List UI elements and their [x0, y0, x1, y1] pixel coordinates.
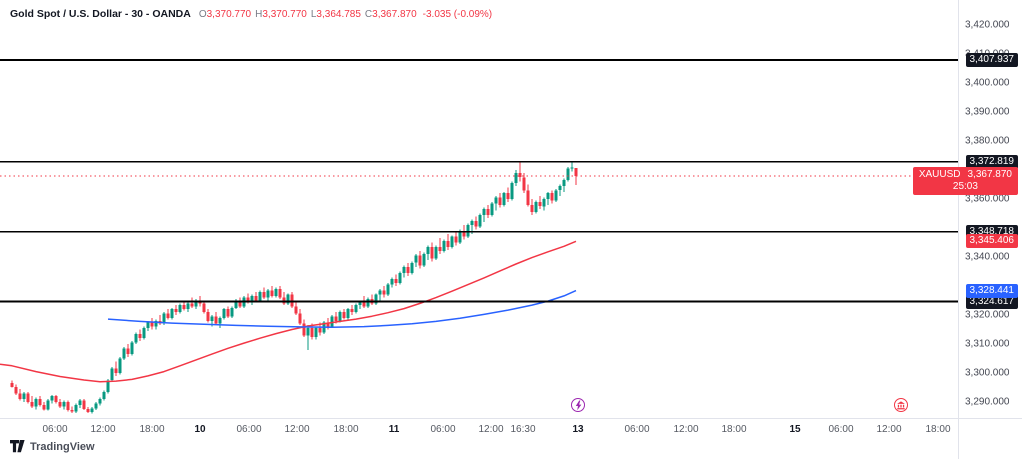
time-axis-label: 06:00	[828, 424, 854, 435]
change-value: -3.035 (-0.09%)	[422, 9, 493, 20]
economic-event-icon[interactable]	[894, 398, 908, 412]
price-axis-label: 3,290.000	[965, 396, 1010, 408]
price-axis-label: 3,420.000	[965, 19, 1010, 31]
price-level-tag: 3,372.819	[965, 154, 1018, 169]
price-axis-label: 3,380.000	[965, 135, 1010, 147]
time-axis-label: 18:00	[333, 424, 359, 435]
ma-line-red[interactable]	[0, 240, 577, 383]
time-axis-label: 16:30	[510, 424, 536, 435]
price-axis-label: 3,320.000	[965, 309, 1010, 321]
price-axis-label: 3,310.000	[965, 338, 1010, 350]
time-axis-label: 06:00	[430, 424, 456, 435]
tradingview-logomark-icon	[10, 440, 25, 453]
time-axis-label: 06:00	[236, 424, 262, 435]
price-axis-label: 3,340.000	[965, 251, 1010, 263]
time-axis-label: 18:00	[721, 424, 747, 435]
price-axis-label: 3,300.000	[965, 367, 1010, 379]
price-level-tag: 3,324.617	[965, 294, 1018, 309]
time-axis-label: 06:00	[624, 424, 650, 435]
current-price-symbol: XAUUSD	[918, 169, 961, 181]
time-axis-label: 13	[572, 424, 584, 435]
close-label: C	[364, 9, 373, 20]
time-axis-label: 15	[789, 424, 801, 435]
candlestick-series[interactable]	[10, 161, 578, 414]
ohlc-values: O3,370.770 H3,370.770 L3,364.785 C3,367.870…	[199, 9, 492, 20]
ma-value-tag: 3,328.441	[965, 283, 1018, 298]
ma-value-tag: 3,345.406	[965, 234, 1018, 249]
time-axis-label: 06:00	[42, 424, 68, 435]
close-value: 3,367.870	[372, 9, 417, 20]
price-axis-label: 3,390.000	[965, 106, 1010, 118]
low-label: L	[310, 9, 317, 20]
open-label: O	[198, 9, 207, 20]
price-level-tag: 3,407.937	[965, 52, 1018, 67]
lightning-bolt-icon	[575, 400, 581, 410]
tradingview-logo[interactable]: TradingView	[10, 440, 95, 453]
bank-icon	[897, 401, 905, 410]
low-value: 3,364.785	[316, 9, 361, 20]
time-axis-label: 18:00	[925, 424, 951, 435]
time-axis-label: 18:00	[139, 424, 165, 435]
high-label: H	[255, 9, 263, 20]
time-axis-label: 11	[388, 424, 400, 435]
chart-header: Gold Spot / U.S. Dollar - 30 - OANDA O3,3…	[10, 8, 492, 20]
tradingview-brand-text: TradingView	[30, 440, 95, 453]
price-axis-label: 3,360.000	[965, 193, 1010, 205]
time-axis-label: 12:00	[673, 424, 699, 435]
time-axis-label: 12:00	[478, 424, 504, 435]
high-value: 3,370.770	[262, 9, 307, 20]
time-axis-label: 12:00	[284, 424, 310, 435]
time-axis-label: 10	[194, 424, 206, 435]
time-axis-label: 12:00	[90, 424, 116, 435]
lightning-event-icon[interactable]	[571, 398, 585, 412]
price-axis-label: 3,400.000	[965, 77, 1010, 89]
time-axis-label: 12:00	[876, 424, 902, 435]
current-price-value: 3,367.870	[967, 169, 1013, 181]
current-price-tag: XAUUSD 3,367.870 25:03	[912, 167, 1018, 196]
bar-countdown: 25:03	[952, 181, 978, 193]
symbol-title[interactable]: Gold Spot / U.S. Dollar - 30 - OANDA	[10, 8, 191, 20]
ma-line-blue[interactable]	[107, 289, 577, 328]
open-value: 3,370.770	[206, 9, 252, 20]
